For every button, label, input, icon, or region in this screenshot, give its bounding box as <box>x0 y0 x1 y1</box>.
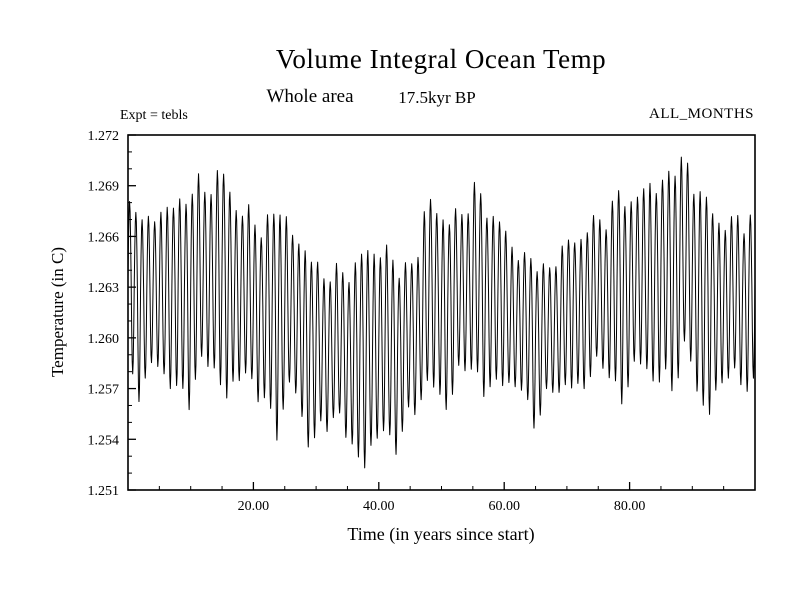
x-tick-label: 20.00 <box>238 499 270 514</box>
plot-title: Volume Integral Ocean Temp <box>275 44 607 74</box>
y-tick-label: 1.251 <box>88 484 120 499</box>
y-tick-label: 1.254 <box>88 433 120 448</box>
y-tick-label: 1.257 <box>88 383 120 398</box>
y-tick-label: 1.266 <box>88 230 120 245</box>
x-tick-label: 40.00 <box>363 499 395 514</box>
y-tick-label: 1.263 <box>88 281 120 296</box>
y-tick-label: 1.260 <box>88 332 120 347</box>
y-tick-label: 1.269 <box>88 180 120 195</box>
x-tick-label: 60.00 <box>488 499 520 514</box>
y-tick-label: 1.272 <box>88 129 120 144</box>
x-axis-label: Time (in years since start) <box>347 524 535 544</box>
temperature-series <box>127 156 756 469</box>
experiment-label: Expt = tebls <box>120 108 188 123</box>
x-tick-label: 80.00 <box>614 499 646 514</box>
months-label: ALL_MONTHS <box>649 106 754 122</box>
plot-subtitle-area: Whole area <box>266 86 354 107</box>
plot-subtitle-time: 17.5kyr BP <box>398 88 476 107</box>
